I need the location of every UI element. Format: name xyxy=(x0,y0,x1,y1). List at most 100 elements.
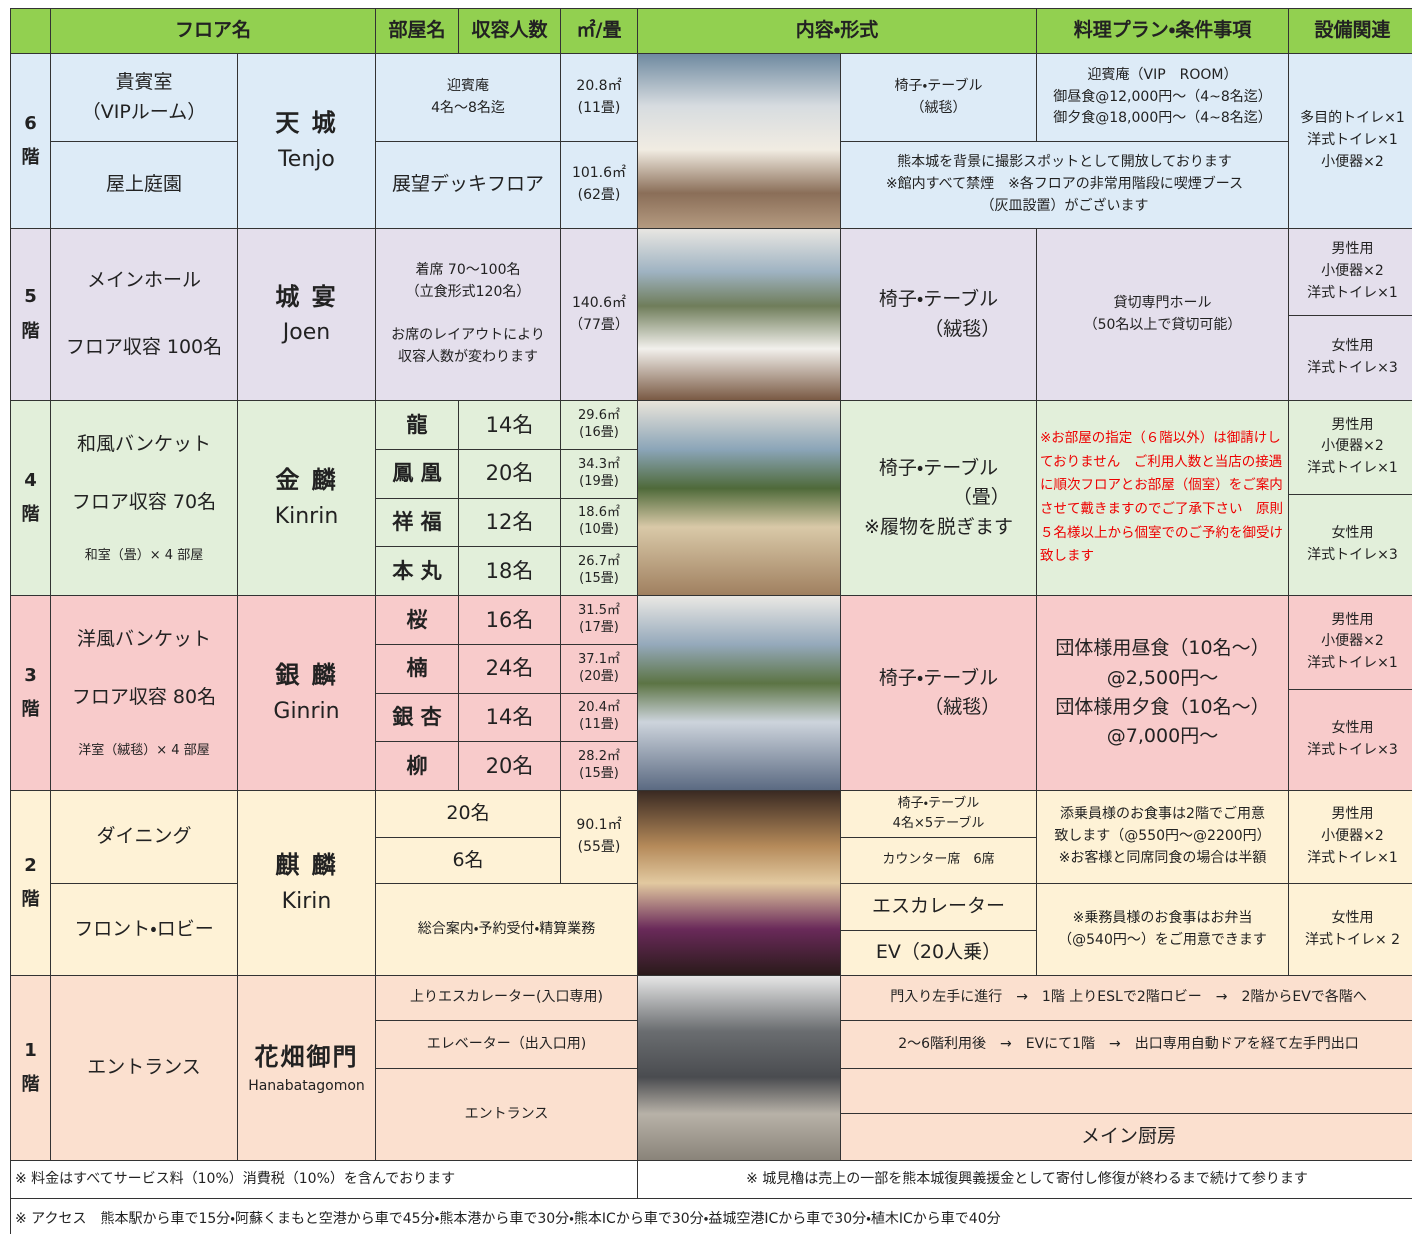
table-cell: ※ アクセス 熊本駅から車で15分・阿蘇くまもと空港から車で45分・熊本港から車… xyxy=(10,1198,1412,1234)
cell-text: Ginrin xyxy=(273,698,340,724)
cell-text: 添乗員様のお食事は2階でご用意 致します（@550円～@2200円） ※お客様と… xyxy=(1054,806,1271,866)
table-cell: ※ 料金はすべてサービス料（10%）消費税（10%）を含んでおります xyxy=(10,1160,638,1199)
table-cell: 18名 xyxy=(458,546,561,596)
table-cell: ㎡/畳 xyxy=(560,8,638,54)
cell-text: 12名 xyxy=(485,510,534,535)
table-cell: 銀 麟 Ginrin xyxy=(237,595,376,791)
table-cell: 龍 xyxy=(375,400,459,450)
table-cell: 31.5㎡ (17畳) xyxy=(560,595,638,645)
cell-text: 城 宴 xyxy=(275,282,338,311)
table-cell: 5 階 xyxy=(10,228,51,401)
cell-text: EV（20人乗） xyxy=(875,941,1002,964)
cell-text: 麒 麟 xyxy=(275,851,338,880)
cell-text: 料理プラン・条件事項 xyxy=(1073,19,1252,42)
cell-text: 101.6㎡ (62畳) xyxy=(571,165,627,203)
table-cell: エレベーター（出入口用) xyxy=(375,1020,638,1069)
cell-text: 5 階 xyxy=(21,286,40,342)
table-cell: 4 階 xyxy=(10,400,51,596)
table-cell: 椅子・テーブル （絨毯） xyxy=(840,595,1037,791)
table-cell: エントランス xyxy=(50,975,238,1161)
table-cell: 貴賓室 （VIPルーム） xyxy=(50,53,238,142)
table-cell: 城 宴 Joen xyxy=(237,228,376,401)
cell-text: フロア名 xyxy=(174,19,251,42)
table-cell: 椅子・テーブル 4名×5テーブル xyxy=(840,790,1037,838)
cell-text: 桜 xyxy=(406,607,428,632)
table-cell: 3 階 xyxy=(10,595,51,791)
table-cell: 6 階 xyxy=(10,53,51,229)
cell-text: 4 階 xyxy=(21,469,40,525)
cell-text: 迎賓庵 4名～8名迄 xyxy=(431,77,505,116)
cell-text: 2～6階利用後 → EVにて1階 → 出口専用自動ドアを経て左手門出口 xyxy=(898,1035,1359,1052)
table-cell: 20名 xyxy=(458,448,561,499)
cell-text: 楠 xyxy=(406,656,428,681)
cell-text: 貴賓室 （VIPルーム） xyxy=(81,71,207,123)
photo xyxy=(637,228,841,401)
cell-text: 屋上庭園 xyxy=(105,173,182,196)
cell-text: 鳳 凰 xyxy=(392,461,442,486)
cell-text: 展望デッキフロア xyxy=(391,173,544,196)
table-cell: フロア名 xyxy=(50,8,376,54)
table-cell: 本 丸 xyxy=(375,546,459,596)
cell-text: 和風バンケット xyxy=(77,432,211,455)
table-cell: 花畑御門 Hanabatagomon xyxy=(237,975,376,1161)
table-cell: 20.4㎡ (11畳) xyxy=(560,692,638,743)
table-cell: 着席 70～100名 （立食形式120名） お席のレイアウトにより 収容人数が変… xyxy=(375,228,561,401)
cell-text: 14名 xyxy=(485,412,534,437)
cell-text: 内容・形式 xyxy=(795,19,879,42)
table-cell: ※乗務員様のお食事はお弁当 （@540円～）をご用意できます xyxy=(1036,883,1289,976)
table-cell: 20.8㎡ (11畳) xyxy=(560,53,638,142)
cell-text: エントランス xyxy=(464,1105,549,1122)
table-cell: 銀 杏 xyxy=(375,692,459,743)
cell-text: フロント・ロビー xyxy=(74,917,214,940)
table-cell: ※ 城見櫓は売上の一部を熊本城復興義援金として寄付し修復が終わるまで続けて参りま… xyxy=(637,1160,1412,1199)
cell-text: 設備関連 xyxy=(1314,19,1391,42)
cell-text: 柳 xyxy=(406,753,428,778)
cell-text: 収容人数 xyxy=(471,19,548,42)
table-cell: 20名 xyxy=(458,741,561,791)
table-cell: 女性用 洋式トイレ× 2 xyxy=(1288,883,1412,976)
table-cell: 101.6㎡ (62畳) xyxy=(560,141,638,229)
table-cell: 部屋名 xyxy=(375,8,459,54)
cell-text: メイン厨房 xyxy=(1080,1125,1176,1148)
cell-text: 31.5㎡ (17畳) xyxy=(578,602,620,635)
cell-text: 男性用 小便器×2 洋式トイレ×1 xyxy=(1307,416,1398,477)
table-cell: 天 城 Tenjo xyxy=(237,53,376,229)
cell-text: 祥 福 xyxy=(392,510,442,535)
cell-text: ※ 料金はすべてサービス料（10%）消費税（10%）を含んでおります xyxy=(15,1170,456,1187)
cell-text: 椅子・テーブル （絨毯） xyxy=(878,666,1001,718)
cell-text: カウンター席 6席 xyxy=(882,852,995,868)
table-cell: 多目的トイレ×1 洋式トイレ×1 小便器×2 xyxy=(1288,53,1412,229)
cell-text: 上りエスカレーター(入口専用) xyxy=(410,989,603,1006)
photo xyxy=(637,975,841,1161)
cell-text: 20名 xyxy=(446,802,490,825)
cell-text: 24名 xyxy=(485,656,534,681)
cell-text: 銀 杏 xyxy=(392,705,442,730)
table-cell: メイン厨房 xyxy=(840,1113,1412,1161)
cell-text: 男性用 小便器×2 洋式トイレ×1 xyxy=(1307,241,1398,301)
cell-text: 女性用 洋式トイレ× 2 xyxy=(1304,909,1401,948)
table-cell: エントランス xyxy=(375,1068,638,1161)
cell-text: エスカレーター xyxy=(871,895,1005,918)
table-cell: 収容人数 xyxy=(458,8,561,54)
table-cell: 設備関連 xyxy=(1288,8,1412,54)
cell-text: 貸切専門ホール （50名以上で貸切可能） xyxy=(1083,294,1242,333)
cell-text: 和室（畳）× 4 部屋 xyxy=(84,548,204,564)
cell-text: 団体様用昼食（10名～） @2,500円～ 団体様用夕食（10名～） @7,00… xyxy=(1055,637,1270,748)
cell-text: 26.7㎡ (15畳) xyxy=(578,554,620,587)
cell-text: 90.1㎡ (55畳) xyxy=(576,817,622,855)
table-cell: 37.1㎡ (20畳) xyxy=(560,643,638,694)
table-cell: 洋風バンケット フロア収容 80名 洋室（絨毯）× 4 部屋 xyxy=(50,595,238,791)
cell-text: 18名 xyxy=(485,558,534,583)
table-cell: 女性用 洋式トイレ×3 xyxy=(1288,688,1412,791)
cell-text: 1 階 xyxy=(21,1039,40,1095)
cell-text: 20名 xyxy=(485,461,534,486)
cell-text: 椅子・テーブル （絨毯） xyxy=(878,288,1001,340)
cell-text: ダイニング xyxy=(96,825,192,848)
table-cell: 6名 xyxy=(375,837,561,884)
cell-text: 28.2㎡ (15畳) xyxy=(578,749,620,782)
cell-text: 龍 xyxy=(406,412,428,437)
cell-text: 着席 70～100名 （立食形式120名） お席のレイアウトにより 収容人数が変… xyxy=(391,262,545,366)
cell-text: 女性用 洋式トイレ×3 xyxy=(1307,720,1398,758)
table-cell: 上りエスカレーター(入口専用) xyxy=(375,975,638,1021)
cell-text: ※お部屋の指定（６階以外）は御請けしておりません ご利用人数と当店の接遇に順次フ… xyxy=(1040,430,1283,565)
